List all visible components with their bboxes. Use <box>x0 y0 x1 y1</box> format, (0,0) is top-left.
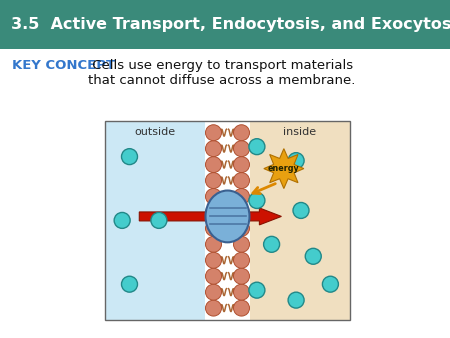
Circle shape <box>206 284 221 300</box>
Circle shape <box>234 236 249 252</box>
Circle shape <box>234 300 249 316</box>
Circle shape <box>234 141 249 156</box>
Text: KEY CONCEPT: KEY CONCEPT <box>12 59 115 72</box>
Circle shape <box>234 125 249 141</box>
Circle shape <box>206 220 221 236</box>
Circle shape <box>206 236 221 252</box>
Circle shape <box>305 248 321 264</box>
Bar <box>105 121 350 320</box>
Circle shape <box>206 125 221 141</box>
Circle shape <box>206 252 221 268</box>
Circle shape <box>206 173 221 189</box>
Circle shape <box>206 300 221 316</box>
Circle shape <box>234 173 249 189</box>
Circle shape <box>206 156 221 173</box>
Text: outside: outside <box>135 127 176 137</box>
Circle shape <box>234 189 249 204</box>
Circle shape <box>114 213 130 228</box>
Circle shape <box>122 276 138 292</box>
Text: inside: inside <box>283 127 316 137</box>
Text: Cells use energy to transport materials
that cannot diffuse across a membrane.: Cells use energy to transport materials … <box>88 59 356 87</box>
Bar <box>105 121 206 320</box>
Text: 3.5  Active Transport, Endocytosis, and Exocytosis: 3.5 Active Transport, Endocytosis, and E… <box>11 17 450 32</box>
Circle shape <box>234 284 249 300</box>
Circle shape <box>234 204 249 220</box>
FancyArrow shape <box>140 208 281 225</box>
Circle shape <box>249 282 265 298</box>
Circle shape <box>293 202 309 218</box>
Circle shape <box>264 236 279 252</box>
Circle shape <box>122 149 138 165</box>
Circle shape <box>151 213 167 228</box>
Circle shape <box>206 268 221 284</box>
Bar <box>250 121 350 320</box>
Circle shape <box>206 141 221 156</box>
Circle shape <box>249 193 265 209</box>
Circle shape <box>288 153 304 169</box>
Circle shape <box>249 139 265 155</box>
Circle shape <box>322 276 338 292</box>
Circle shape <box>206 189 221 204</box>
Text: energy: energy <box>268 164 300 173</box>
Ellipse shape <box>206 191 249 242</box>
Circle shape <box>234 252 249 268</box>
Polygon shape <box>264 149 304 189</box>
Circle shape <box>234 156 249 173</box>
Circle shape <box>288 292 304 308</box>
Circle shape <box>234 220 249 236</box>
Circle shape <box>234 268 249 284</box>
Circle shape <box>206 204 221 220</box>
